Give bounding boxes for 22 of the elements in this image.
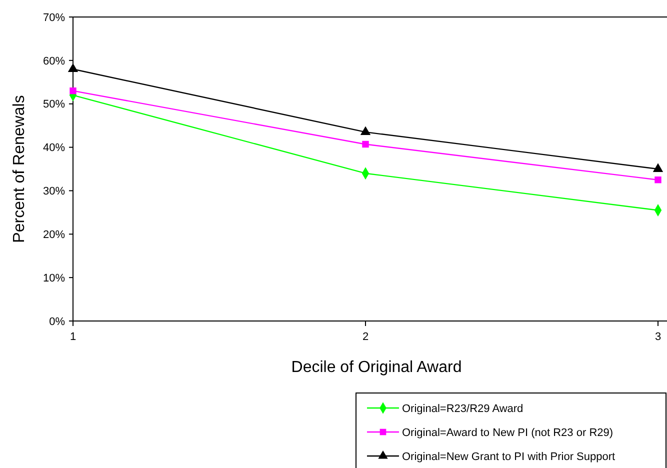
y-axis-title: Percent of Renewals [11,95,28,243]
y-tick-label: 20% [42,228,66,241]
point [654,176,662,184]
x-tick-label: 1 [70,331,76,343]
legend-label: Original=Award to New PI (not R23 or R29) [402,426,614,439]
point [652,163,664,172]
legend-label: Original=New Grant to PI with Prior Support [402,450,616,463]
point [70,87,76,94]
y-tick-label: 60% [42,55,66,68]
point [360,126,371,136]
point [68,63,78,72]
x-axis-title: Decile of Original Award [291,359,462,376]
y-tick-label: 40% [42,142,66,154]
y-tick-label: 50% [42,98,66,111]
y-tick-label: 70% [42,12,66,24]
legend-label: Original=R23/R29 Award [402,402,524,415]
y-tick-label: 30% [42,186,66,198]
y-tick-label: 0% [49,316,66,328]
x-tick-label: 3 [654,331,662,343]
point [362,140,369,148]
y-tick-label: 10% [42,272,66,284]
x-tick-label: 2 [362,331,369,343]
